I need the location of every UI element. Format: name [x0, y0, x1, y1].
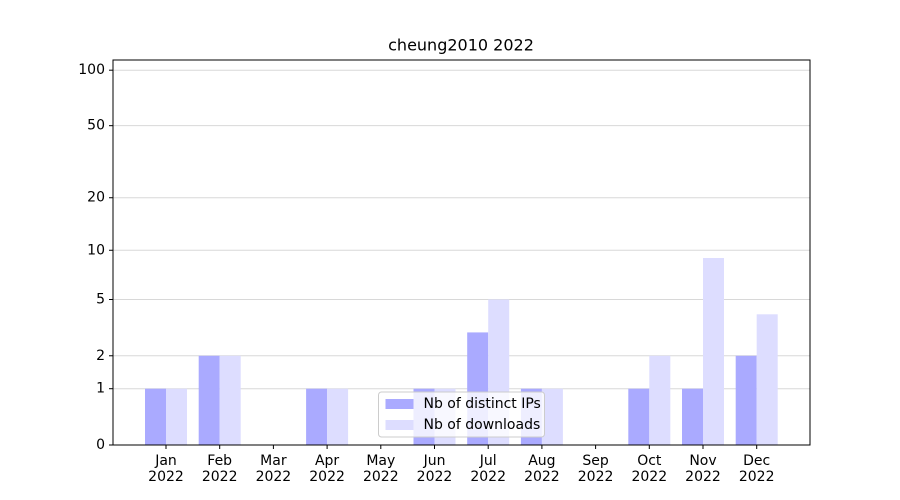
x-tick-label: Dec 2022: [738, 453, 775, 485]
bar: [682, 388, 703, 445]
x-tick-label: Apr 2022: [309, 453, 345, 485]
x-tick-label: Aug 2022: [524, 453, 560, 485]
bar: [649, 355, 671, 445]
x-tick-label: Oct 2022: [631, 453, 668, 485]
bar: [327, 388, 349, 445]
y-tick-label: 1: [96, 381, 105, 397]
y-tick-label: 0: [96, 437, 105, 453]
bar: [219, 355, 241, 445]
x-tick-label: Mar 2022: [255, 453, 292, 485]
legend-swatch: [385, 399, 414, 409]
bar: [541, 388, 563, 445]
bar: [145, 388, 166, 445]
y-tick-label: 20: [87, 190, 105, 206]
bar: [703, 257, 724, 445]
legend-label: Nb of distinct IPs: [424, 396, 541, 412]
legend: Nb of distinct IPs Nb of downloads: [378, 391, 545, 438]
x-tick-label: Nov 2022: [685, 453, 721, 485]
bar: [166, 388, 187, 445]
x-tick-label: Jun 2022: [416, 453, 453, 485]
legend-box: [378, 391, 545, 438]
plot-frame: [112, 59, 811, 446]
x-tick-label: Sep 2022: [577, 453, 614, 485]
bar: [735, 355, 757, 445]
y-tick-label: 2: [96, 348, 105, 364]
y-tick-label: 50: [87, 118, 105, 134]
legend-label: Nb of downloads: [424, 417, 541, 433]
x-tick-label: Jan 2022: [148, 453, 184, 485]
y-tick-label: 5: [96, 291, 105, 307]
x-tick-label: Jul 2022: [470, 453, 506, 485]
chart-title: cheung2010 2022: [388, 36, 534, 55]
bar: [756, 314, 778, 445]
y-tick-label: 100: [78, 62, 105, 78]
legend-swatch: [385, 420, 414, 430]
bar: [628, 388, 650, 445]
y-tick-label: 10: [87, 242, 105, 258]
bar: [306, 388, 328, 445]
bar: [198, 355, 220, 445]
x-tick-label: May 2022: [362, 453, 399, 485]
x-tick-label: Feb 2022: [201, 453, 238, 485]
